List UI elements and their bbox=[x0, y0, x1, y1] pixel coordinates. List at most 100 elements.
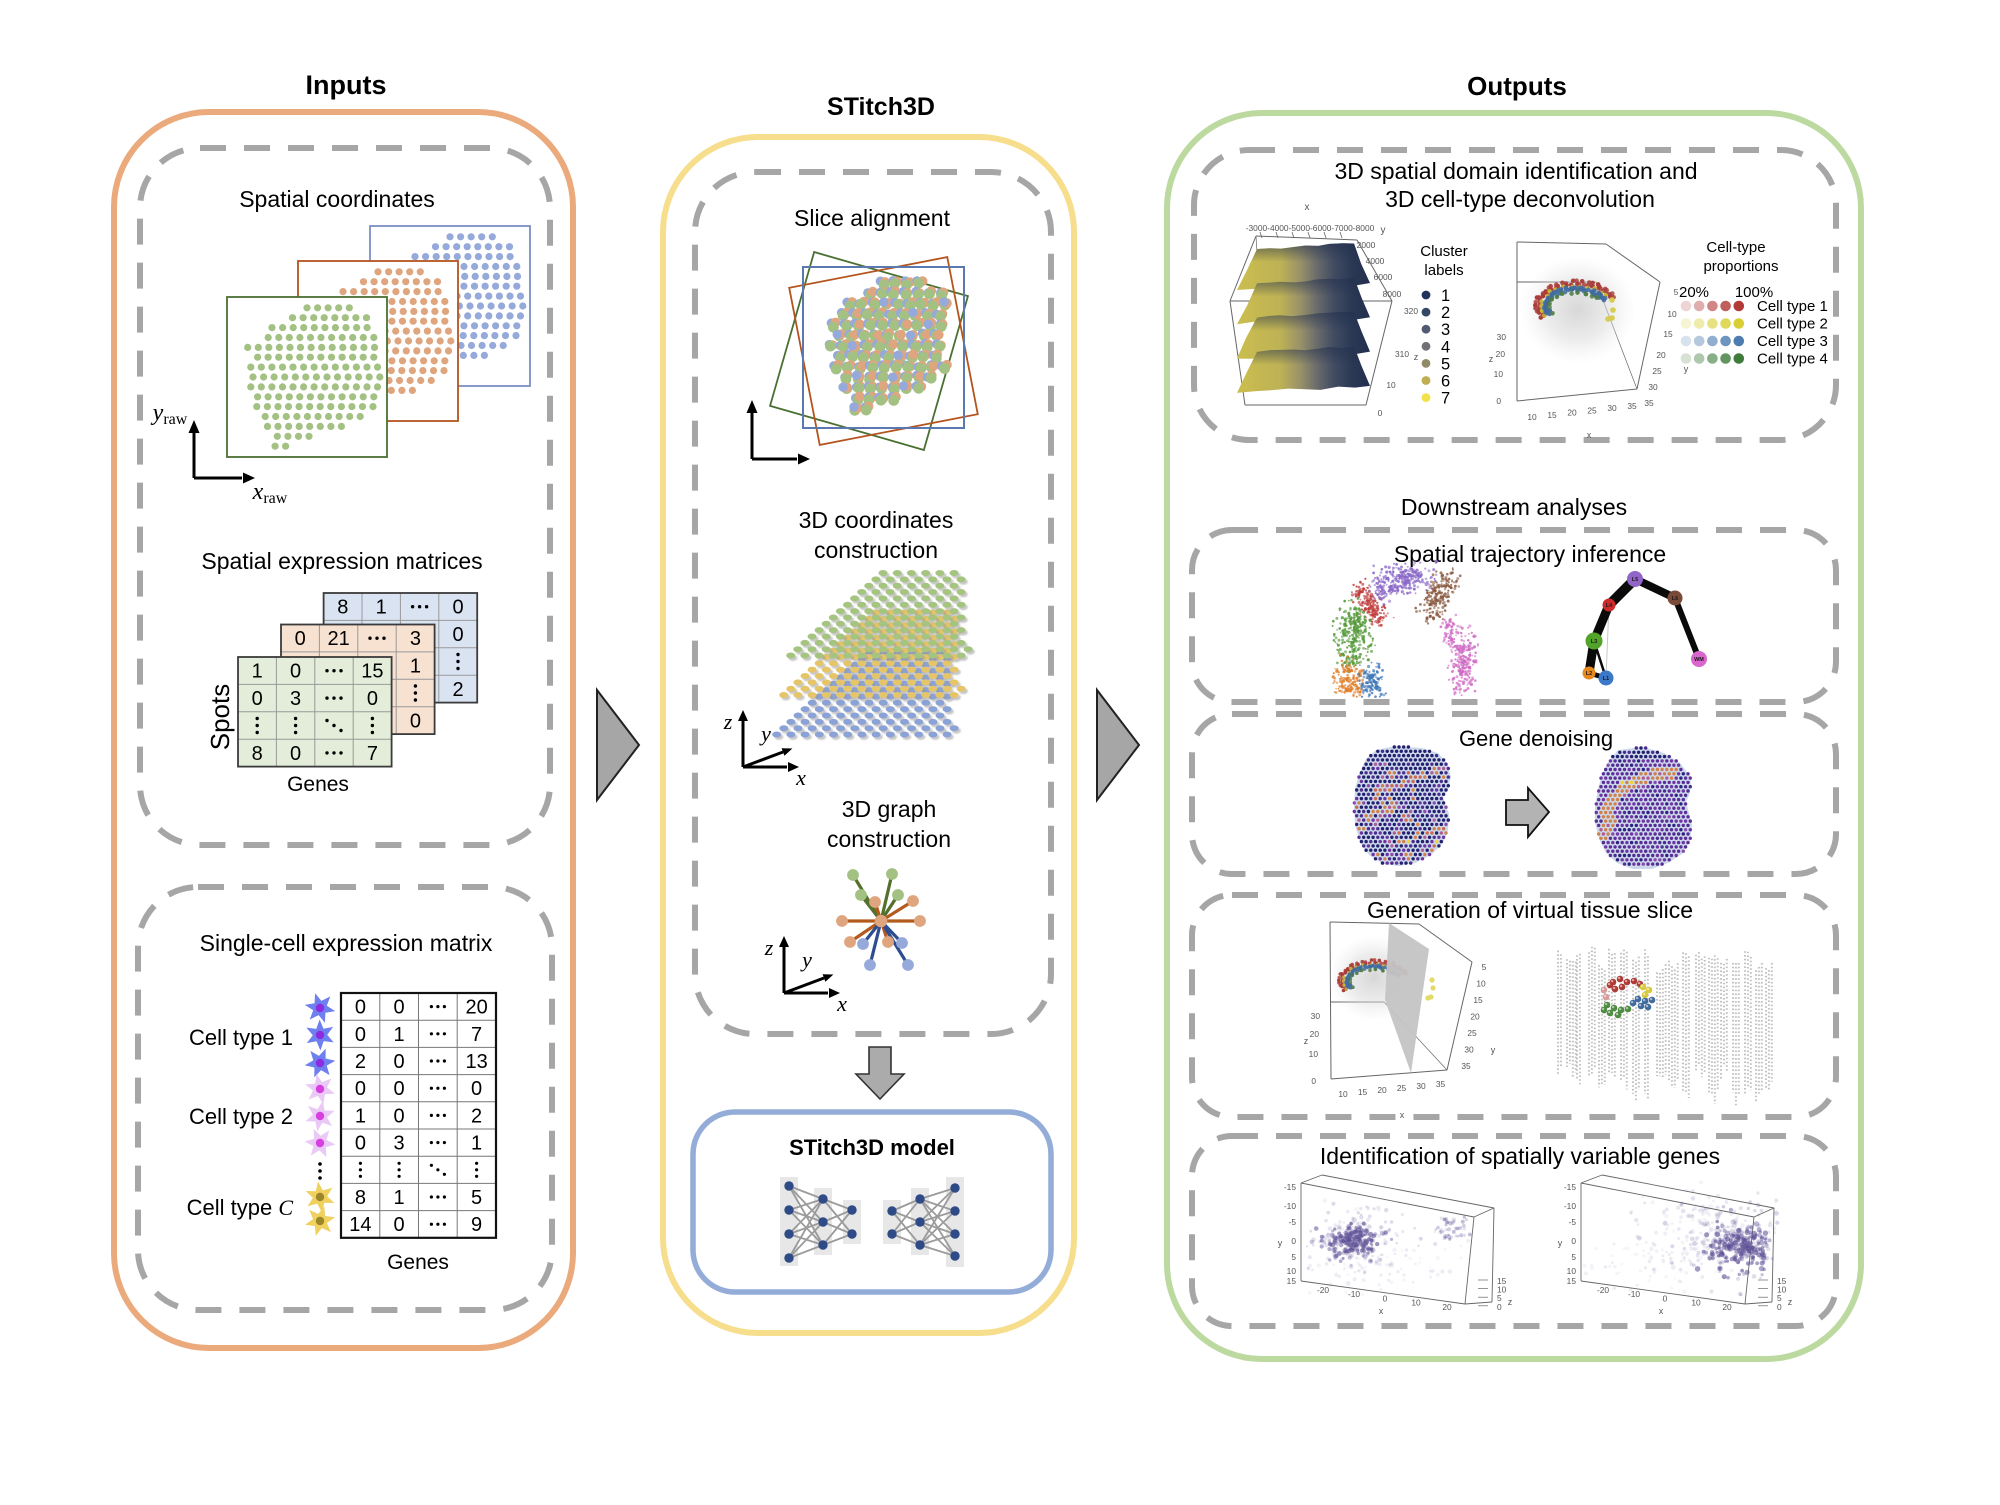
svg-text:0: 0 bbox=[252, 688, 263, 710]
svg-text:Cell type 3: Cell type 3 bbox=[1757, 333, 1828, 350]
svg-text:1: 1 bbox=[394, 1024, 405, 1046]
svg-text:-5: -5 bbox=[1569, 1217, 1577, 1227]
svg-text:x: x bbox=[1659, 1306, 1664, 1316]
svg-text:1: 1 bbox=[1441, 287, 1450, 305]
svg-text:0: 0 bbox=[295, 628, 306, 650]
svg-text:0: 0 bbox=[471, 1078, 482, 1100]
svg-text:10: 10 bbox=[1691, 1298, 1701, 1308]
svg-text:yraw: yraw bbox=[151, 400, 188, 428]
svg-text:Slice alignment: Slice alignment bbox=[794, 205, 951, 231]
svg-text:1: 1 bbox=[355, 1105, 366, 1127]
svg-text:20: 20 bbox=[1722, 1302, 1732, 1312]
svg-text:2000: 2000 bbox=[1357, 240, 1376, 250]
svg-text:z: z bbox=[1788, 1297, 1793, 1307]
svg-text:10: 10 bbox=[1287, 1266, 1297, 1276]
svg-text:0: 0 bbox=[367, 688, 378, 710]
svg-text:-15: -15 bbox=[1564, 1182, 1576, 1192]
svg-text:0: 0 bbox=[394, 997, 405, 1019]
svg-text:Downstream analyses: Downstream analyses bbox=[1401, 494, 1627, 520]
svg-text:25: 25 bbox=[1467, 1028, 1477, 1038]
svg-text:4: 4 bbox=[1441, 338, 1450, 356]
svg-text:Generation of virtual tissue s: Generation of virtual tissue slice bbox=[1367, 897, 1693, 923]
svg-text:0: 0 bbox=[355, 1133, 366, 1155]
svg-text:5: 5 bbox=[1291, 1252, 1296, 1262]
svg-text:0: 0 bbox=[290, 743, 301, 765]
svg-text:x: x bbox=[1400, 1110, 1405, 1120]
svg-text:z: z bbox=[764, 935, 774, 960]
svg-text:labels: labels bbox=[1424, 262, 1463, 279]
svg-text:1: 1 bbox=[471, 1133, 482, 1155]
svg-text:7: 7 bbox=[471, 1024, 482, 1046]
svg-text:35: 35 bbox=[1644, 398, 1654, 408]
svg-text:10: 10 bbox=[1309, 1049, 1319, 1059]
svg-text:-20: -20 bbox=[1317, 1285, 1329, 1295]
svg-text:0: 0 bbox=[1311, 1076, 1316, 1086]
svg-text:15: 15 bbox=[1473, 995, 1483, 1005]
svg-text:3D cell-type deconvolution: 3D cell-type deconvolution bbox=[1385, 186, 1655, 212]
svg-text:Cell type 2: Cell type 2 bbox=[189, 1104, 293, 1129]
svg-text:3D spatial domain identificati: 3D spatial domain identification and bbox=[1334, 158, 1697, 184]
svg-text:0: 0 bbox=[1571, 1236, 1576, 1246]
svg-text:Genes: Genes bbox=[387, 1251, 449, 1274]
svg-text:14: 14 bbox=[349, 1214, 371, 1236]
svg-text:Outputs: Outputs bbox=[1467, 71, 1567, 101]
svg-text:y: y bbox=[759, 721, 771, 746]
svg-text:320: 320 bbox=[1404, 306, 1418, 316]
svg-text:10: 10 bbox=[1411, 1298, 1421, 1308]
svg-text:30: 30 bbox=[1497, 332, 1507, 342]
svg-text:2: 2 bbox=[471, 1105, 482, 1127]
svg-text:3: 3 bbox=[290, 688, 301, 710]
svg-text:Spatial coordinates: Spatial coordinates bbox=[239, 186, 435, 212]
svg-text:0: 0 bbox=[394, 1214, 405, 1236]
svg-text:-3000-4000-5000-6000-7000-8000: -3000-4000-5000-6000-7000-8000 bbox=[1246, 223, 1375, 233]
svg-text:6: 6 bbox=[1441, 373, 1450, 391]
svg-text:0: 0 bbox=[290, 661, 301, 683]
svg-text:0: 0 bbox=[1497, 1302, 1502, 1312]
svg-text:3D graph: 3D graph bbox=[842, 796, 937, 822]
svg-text:0: 0 bbox=[452, 597, 463, 619]
svg-text:20: 20 bbox=[1442, 1302, 1452, 1312]
svg-text:1: 1 bbox=[410, 656, 421, 678]
svg-text:WM: WM bbox=[1694, 657, 1704, 663]
svg-text:8: 8 bbox=[337, 597, 348, 619]
svg-text:Cell type 4: Cell type 4 bbox=[1757, 351, 1828, 368]
svg-text:25: 25 bbox=[1652, 366, 1662, 376]
svg-text:20: 20 bbox=[1656, 350, 1666, 360]
svg-text:x: x bbox=[1587, 430, 1592, 440]
svg-text:y: y bbox=[1491, 1045, 1496, 1055]
svg-text:x: x bbox=[795, 765, 806, 790]
svg-text:x: x bbox=[1379, 1306, 1384, 1316]
svg-text:10: 10 bbox=[1567, 1266, 1577, 1276]
svg-text:L6: L6 bbox=[1672, 596, 1678, 602]
svg-text:30: 30 bbox=[1607, 403, 1617, 413]
svg-text:0: 0 bbox=[355, 997, 366, 1019]
svg-text:y: y bbox=[800, 947, 812, 972]
svg-text:xraw: xraw bbox=[252, 479, 288, 507]
svg-text:15: 15 bbox=[1287, 1276, 1297, 1286]
svg-text:x: x bbox=[1305, 202, 1310, 213]
svg-text:5: 5 bbox=[1482, 962, 1487, 972]
svg-text:Identification of spatially va: Identification of spatially variable gen… bbox=[1320, 1143, 1720, 1169]
svg-text:35: 35 bbox=[1436, 1079, 1446, 1089]
svg-text:2: 2 bbox=[1441, 304, 1450, 322]
svg-text:5: 5 bbox=[1571, 1252, 1576, 1262]
svg-text:10: 10 bbox=[1494, 369, 1504, 379]
svg-text:3: 3 bbox=[410, 628, 421, 650]
svg-text:0: 0 bbox=[1663, 1293, 1668, 1303]
svg-text:Spots: Spots bbox=[205, 684, 235, 751]
svg-text:proportions: proportions bbox=[1703, 258, 1778, 275]
svg-text:Cell type C: Cell type C bbox=[187, 1195, 294, 1220]
svg-text:L2: L2 bbox=[1586, 671, 1592, 677]
svg-text:15: 15 bbox=[1663, 329, 1673, 339]
svg-text:z: z bbox=[1489, 354, 1494, 364]
svg-text:10: 10 bbox=[1338, 1089, 1348, 1099]
svg-text:-15: -15 bbox=[1284, 1182, 1296, 1192]
svg-text:20%: 20% bbox=[1679, 284, 1709, 301]
svg-text:L1: L1 bbox=[1603, 676, 1609, 682]
svg-text:L5: L5 bbox=[1632, 577, 1638, 583]
svg-text:x: x bbox=[836, 991, 847, 1016]
svg-text:Cell type 1: Cell type 1 bbox=[189, 1025, 293, 1050]
svg-text:0: 0 bbox=[1378, 408, 1383, 418]
svg-text:0: 0 bbox=[1383, 1293, 1388, 1303]
svg-text:-5: -5 bbox=[1289, 1217, 1297, 1227]
